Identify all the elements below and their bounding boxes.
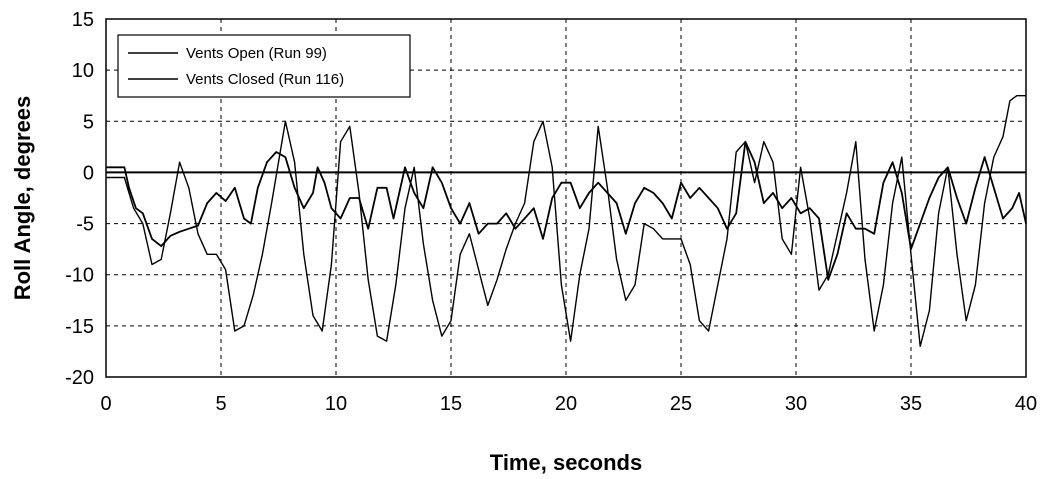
x-tick-label: 30 — [785, 393, 807, 415]
y-tick-label: -15 — [65, 316, 94, 338]
x-tick-label: 40 — [1015, 393, 1037, 415]
x-axis-title: Time, seconds — [490, 450, 642, 475]
series-line-vents-open — [106, 140, 1027, 281]
legend: Vents Open (Run 99) Vents Closed (Run 11… — [117, 34, 411, 98]
x-tick-label: 25 — [670, 393, 692, 415]
y-tick-label: 0 — [83, 162, 94, 184]
y-tick-label: -20 — [65, 367, 94, 389]
plot-border — [105, 18, 1027, 378]
x-tick-label: 35 — [900, 393, 922, 415]
legend-box — [117, 34, 411, 98]
series-line-vents-closed — [106, 95, 1026, 347]
y-tick-label: -5 — [76, 214, 94, 236]
series-lines — [106, 95, 1027, 347]
legend-label-vents-closed: Vents Closed (Run 116) — [186, 71, 344, 88]
y-tick-label: 10 — [72, 60, 94, 82]
x-tick-label: 20 — [555, 393, 577, 415]
y-tick-label: -10 — [65, 265, 94, 287]
x-tick-label: 5 — [215, 393, 226, 415]
y-tick-label: 5 — [83, 111, 94, 133]
tick-labels: 0 5 10 15 20 25 30 35 40 15 10 5 0 -5 -10 -15 -20 — [65, 9, 1037, 415]
y-tick-label: 15 — [72, 9, 94, 31]
legend-label-vents-open: Vents Open (Run 99) — [186, 45, 327, 62]
y-axis-title: Roll Angle, degrees — [10, 96, 35, 301]
x-tick-label: 10 — [325, 393, 347, 415]
x-tick-label: 0 — [100, 393, 111, 415]
x-tick-label: 15 — [440, 393, 462, 415]
